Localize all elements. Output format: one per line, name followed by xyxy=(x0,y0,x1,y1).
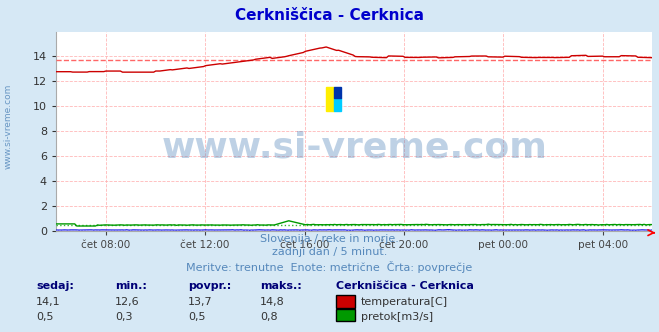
Text: www.si-vreme.com: www.si-vreme.com xyxy=(161,130,547,164)
Bar xyxy=(334,87,341,98)
Text: maks.:: maks.: xyxy=(260,281,302,290)
Text: 14,1: 14,1 xyxy=(36,297,61,307)
Text: min.:: min.: xyxy=(115,281,147,290)
Text: www.si-vreme.com: www.si-vreme.com xyxy=(3,83,13,169)
Text: Cerkniščica - Cerknica: Cerkniščica - Cerknica xyxy=(336,281,474,290)
Text: 0,5: 0,5 xyxy=(36,312,54,322)
Text: 0,5: 0,5 xyxy=(188,312,206,322)
Text: 12,6: 12,6 xyxy=(115,297,140,307)
Text: pretok[m3/s]: pretok[m3/s] xyxy=(361,312,433,322)
Bar xyxy=(334,98,341,111)
Text: Slovenija / reke in morje.: Slovenija / reke in morje. xyxy=(260,234,399,244)
Text: Meritve: trenutne  Enote: metrične  Črta: povprečje: Meritve: trenutne Enote: metrične Črta: … xyxy=(186,261,473,273)
Text: povpr.:: povpr.: xyxy=(188,281,231,290)
Text: Cerkniščica - Cerknica: Cerkniščica - Cerknica xyxy=(235,8,424,23)
Text: 0,8: 0,8 xyxy=(260,312,278,322)
Text: 14,8: 14,8 xyxy=(260,297,285,307)
Bar xyxy=(326,87,334,111)
Text: sedaj:: sedaj: xyxy=(36,281,74,290)
Text: 13,7: 13,7 xyxy=(188,297,212,307)
Text: temperatura[C]: temperatura[C] xyxy=(361,297,448,307)
Text: 0,3: 0,3 xyxy=(115,312,133,322)
Text: zadnji dan / 5 minut.: zadnji dan / 5 minut. xyxy=(272,247,387,257)
